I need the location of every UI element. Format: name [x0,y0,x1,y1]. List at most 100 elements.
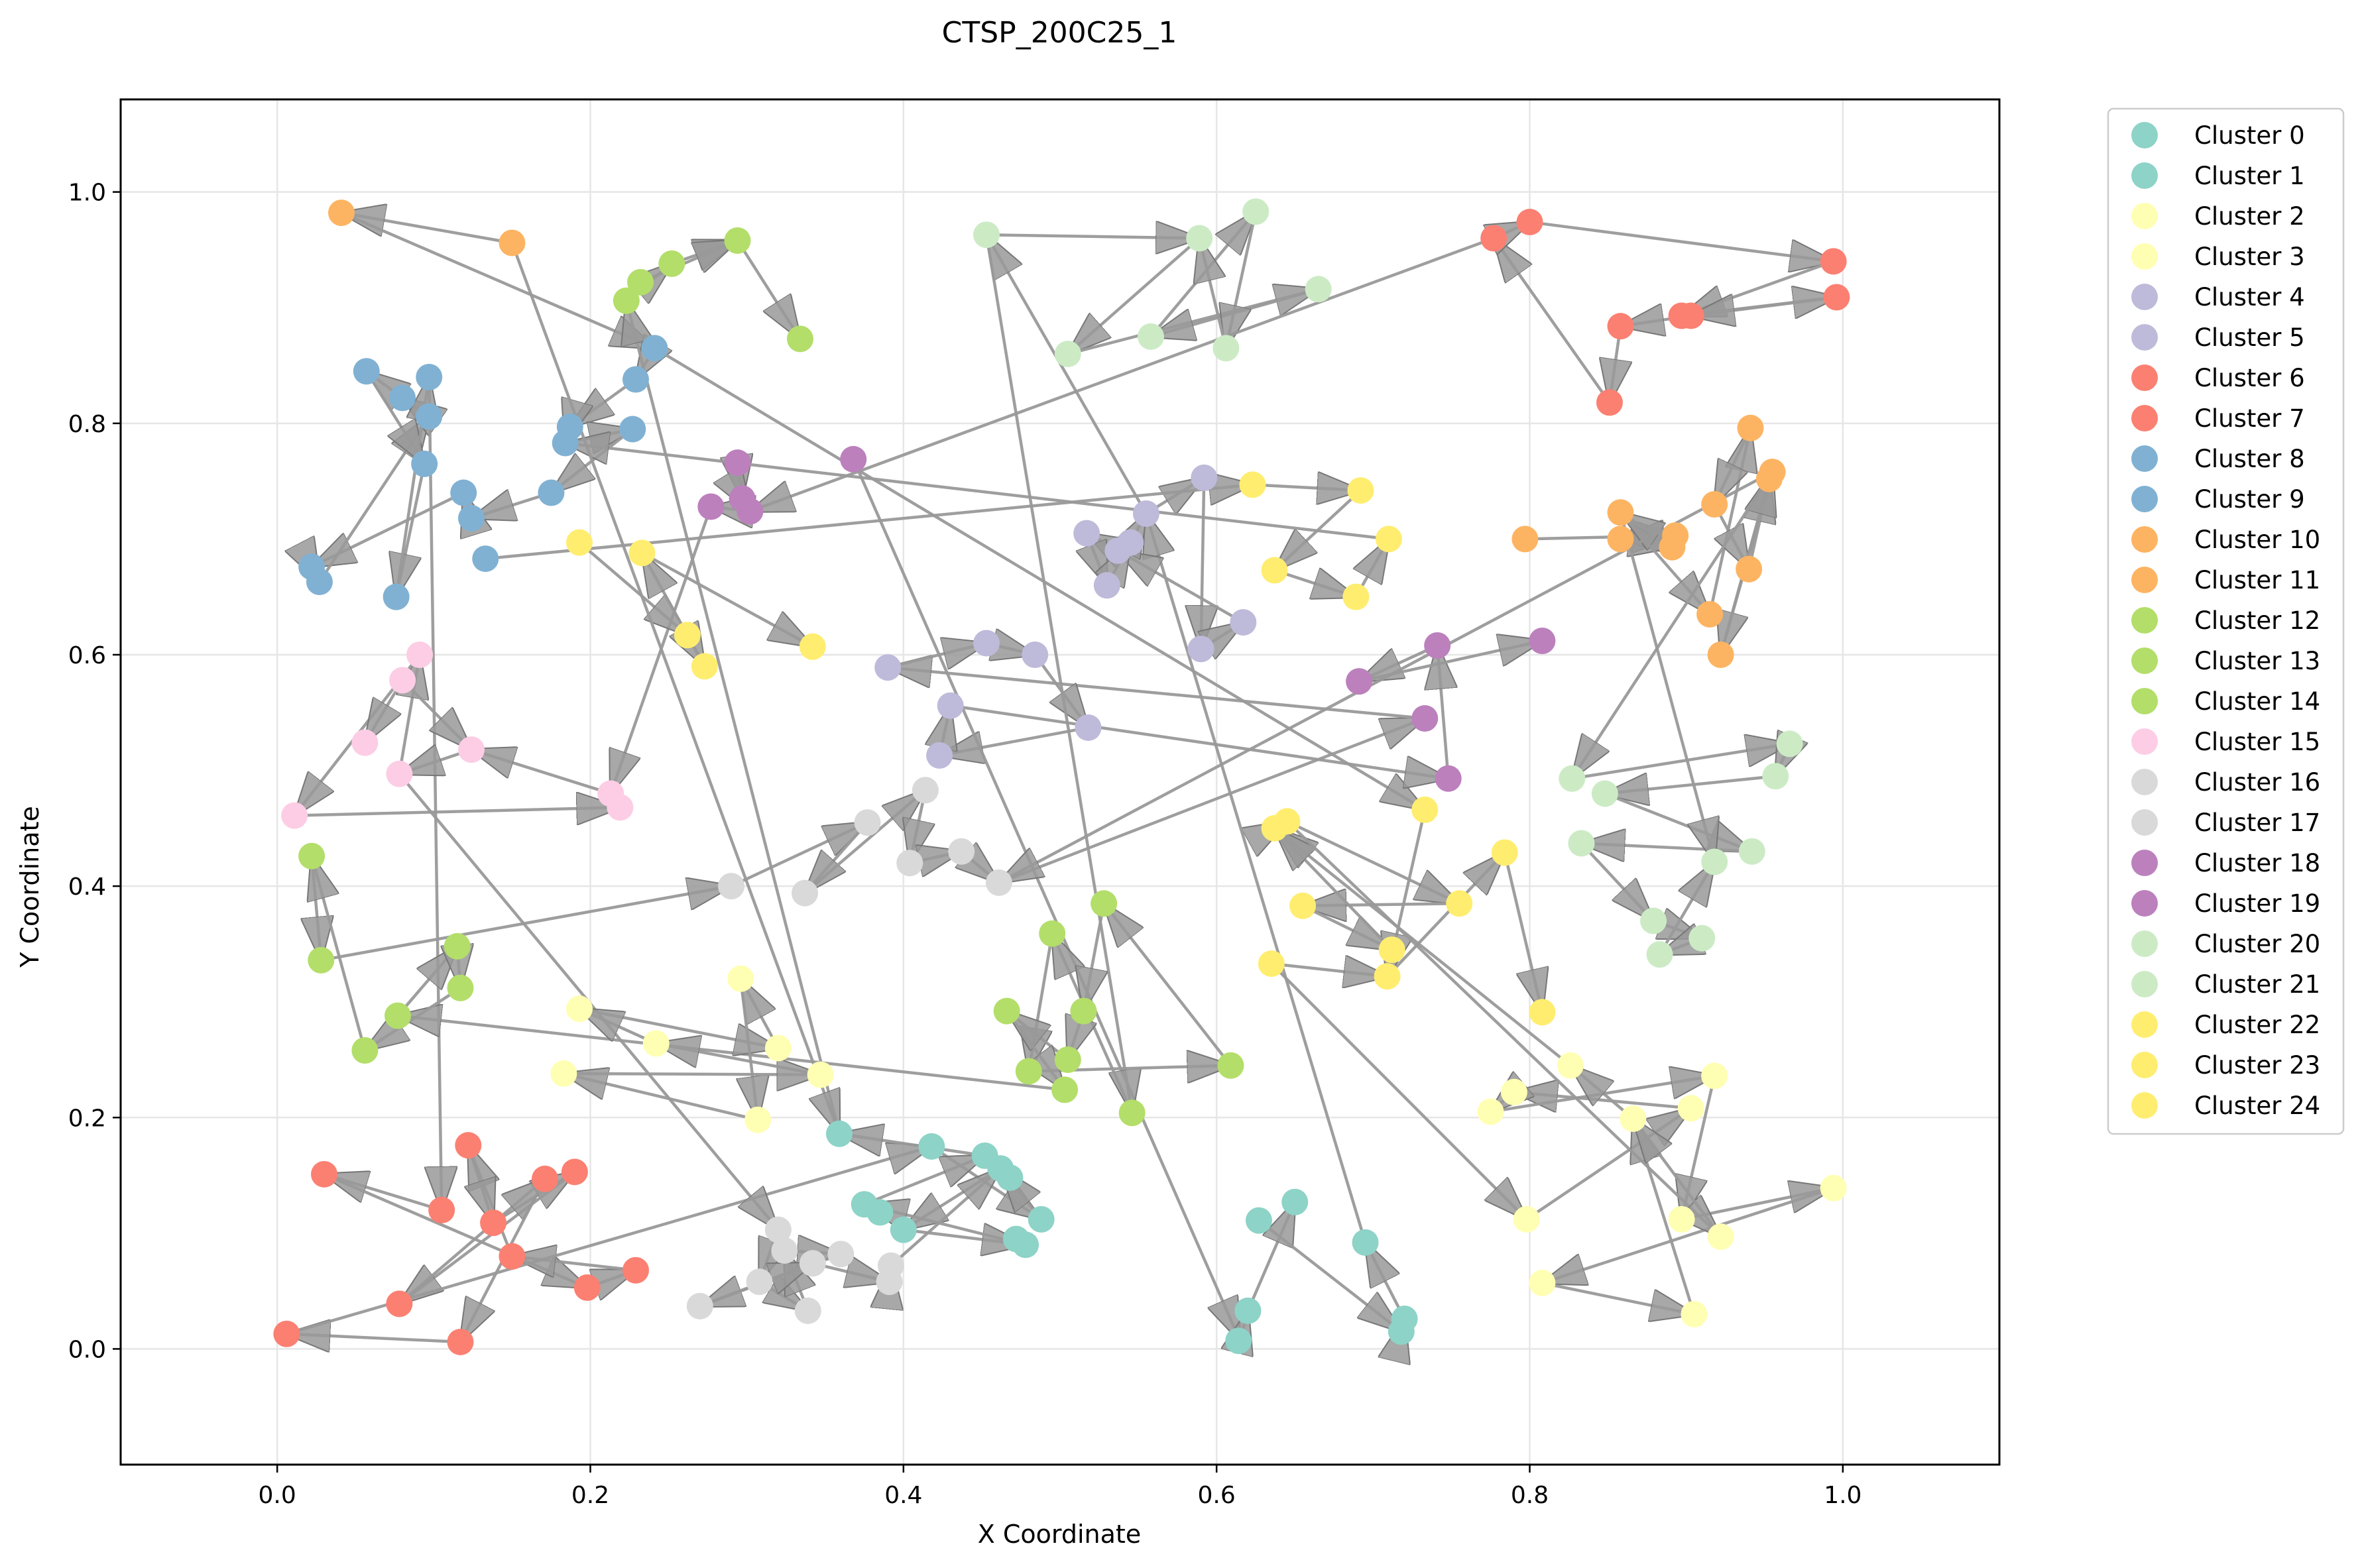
route-arrow [1246,1202,1295,1312]
y-tick-label: 0.0 [68,1336,106,1363]
legend-marker [2131,284,2158,310]
data-point [744,1106,772,1133]
data-point [1015,1058,1042,1085]
route-arrow [1271,964,1388,976]
data-point [458,736,485,763]
y-tick-label: 1.0 [68,180,106,207]
data-point [565,529,593,556]
data-point [416,403,443,430]
data-point [1707,1223,1734,1251]
data-point [1701,491,1728,518]
series-cluster-8 [298,358,443,610]
route-arrow [1572,471,1774,779]
data-point [1118,1099,1146,1127]
series-cluster-2 [550,965,834,1133]
data-point [840,445,867,473]
data-point [1607,499,1634,526]
route-arrow [736,239,799,339]
data-point [1513,1205,1540,1233]
data-point [1701,1062,1728,1090]
data-point [447,974,474,1001]
series-cluster-7 [1480,209,1850,416]
data-point [416,363,443,390]
data-point [607,794,634,821]
route-arrow [1118,551,1244,624]
route-arrows [286,211,1836,1342]
data-point [1823,284,1850,311]
data-point [1132,500,1159,527]
route-arrow [640,241,737,284]
legend-marker [2131,526,2158,553]
legend-marker [2131,1092,2158,1119]
data-point [1258,950,1285,978]
route-arrow [563,1074,820,1075]
series-cluster-4 [874,630,1102,769]
legend-marker [2131,809,2158,836]
series-cluster-10 [327,199,526,256]
legend-label: Cluster 3 [2194,243,2305,271]
data-point [499,1243,526,1270]
data-point [1662,522,1689,549]
data-point [1677,302,1704,329]
route-arrow [399,655,420,775]
x-tick-label: 0.6 [1198,1482,1236,1509]
data-point [658,250,685,277]
data-point [351,729,379,756]
data-point [619,416,646,443]
data-point [556,414,583,441]
data-point [1091,890,1118,917]
legend-marker [2131,647,2158,674]
data-point [1762,763,1789,790]
data-point [458,504,485,532]
data-point [1378,936,1405,964]
data-point [746,1268,773,1296]
route-arrow [1494,238,1611,404]
legend-label: Cluster 7 [2194,404,2305,433]
series-cluster-22 [565,529,826,680]
route-arrow [1199,238,1228,349]
data-point [1075,714,1102,741]
data-point [896,850,923,877]
route-arrow [939,726,1089,756]
legend-label: Cluster 14 [2194,687,2320,716]
route-arrow [1275,828,1393,951]
legend-label: Cluster 8 [2194,445,2305,473]
x-tick-label: 0.2 [571,1482,609,1509]
legend: Cluster 0 Cluster 1 Cluster 2 Cluster 3 Clus… [2107,107,2345,1135]
data-point [1500,1078,1527,1105]
route-arrow [471,750,611,795]
series-cluster-15 [281,641,634,829]
route-arrow [320,886,731,962]
legend-label: Cluster 23 [2194,1051,2320,1080]
route-arrow [1541,1281,1694,1314]
data-point [1225,1327,1252,1355]
route-arrow [312,856,367,1051]
series-cluster-20 [973,198,1332,368]
data-point [642,1030,670,1057]
data-point [1640,907,1667,934]
route-arrow [1273,571,1356,597]
data-point [532,1165,559,1192]
route-arrow [740,978,758,1120]
data-point [764,1035,792,1062]
data-point [1620,1105,1647,1133]
data-point [918,1133,945,1160]
route-arrow [396,946,457,1017]
route-arrow [1252,484,1360,490]
route-arrow [803,790,925,895]
data-point [386,760,413,787]
data-point [480,1209,507,1237]
data-point [565,995,593,1023]
data-point [1070,997,1097,1025]
data-point [1736,555,1763,583]
data-point [1137,323,1164,350]
legend-marker [2131,567,2158,593]
route-arrow [1658,862,1715,956]
data-point [455,1132,482,1159]
legend-marker [2131,486,2158,512]
axis-ticks: 0.0 0.2 0.4 0.6 0.8 1.0 0.0 0.2 0.4 0.6 0.8 1.0 [68,180,1862,1509]
legend-label: Cluster 6 [2194,364,2305,392]
route-arrow [429,376,442,1210]
data-point [1688,924,1716,952]
data-point [1234,1297,1262,1324]
